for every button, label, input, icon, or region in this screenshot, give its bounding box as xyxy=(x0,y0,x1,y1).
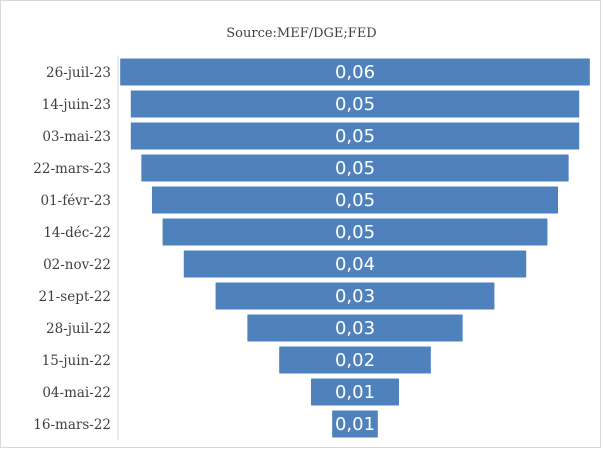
funnel-bar xyxy=(119,57,591,87)
data-label: 0,03 xyxy=(335,286,375,307)
chart-subtitle: Source:MEF/DGE;FED xyxy=(226,26,377,41)
category-label: 22-mars-23 xyxy=(33,161,111,177)
category-label: 04-mai-22 xyxy=(42,385,111,401)
data-label: 0,05 xyxy=(335,126,375,147)
data-label: 0,03 xyxy=(335,318,375,339)
funnel-bar xyxy=(161,217,549,247)
data-label: 0,05 xyxy=(335,158,375,179)
category-label: 16-mars-22 xyxy=(33,417,111,433)
data-label: 0,01 xyxy=(335,382,375,403)
funnel-bar xyxy=(278,345,432,375)
funnel-bar xyxy=(129,121,581,151)
data-label: 0,06 xyxy=(335,62,375,83)
category-label: 21-sept-22 xyxy=(39,289,111,305)
funnel-bar xyxy=(246,313,464,343)
funnel-bar xyxy=(140,153,570,183)
category-label: 26-juil-23 xyxy=(46,65,111,81)
funnel-bar xyxy=(214,281,496,311)
data-label: 0,04 xyxy=(335,254,375,275)
category-label: 03-mai-23 xyxy=(42,129,111,145)
funnel-bar xyxy=(331,409,379,439)
data-label: 0,01 xyxy=(335,414,375,435)
data-label: 0,05 xyxy=(335,190,375,211)
category-label: 02-nov-22 xyxy=(43,257,111,273)
funnel-bar xyxy=(129,89,581,119)
data-label: 0,05 xyxy=(335,94,375,115)
category-label: 01-févr-23 xyxy=(40,193,111,209)
data-label: 0,02 xyxy=(335,350,375,371)
data-label: 0,05 xyxy=(335,222,375,243)
funnel-bar xyxy=(309,377,401,407)
category-label: 15-juin-22 xyxy=(42,353,111,369)
category-label: 14-juin-23 xyxy=(42,97,111,113)
funnel-bar xyxy=(150,185,560,215)
funnel-bar xyxy=(182,249,528,279)
category-label: 14-déc-22 xyxy=(43,225,111,241)
category-label: 28-juil-22 xyxy=(46,321,111,337)
